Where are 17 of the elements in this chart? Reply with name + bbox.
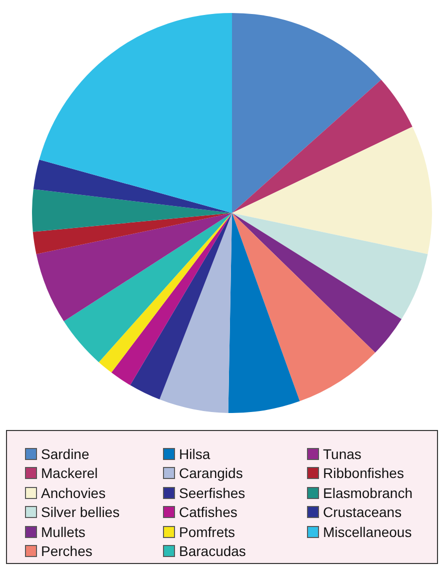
legend-label: Carangids	[179, 465, 243, 482]
legend-label: Perches	[41, 543, 92, 560]
legend-label: Anchovies	[41, 484, 106, 501]
legend-label: Miscellaneous	[323, 524, 412, 540]
legend-label: Tunas	[323, 446, 362, 462]
legend-label: Crustaceans	[323, 504, 402, 520]
legend-label: Mullets	[41, 524, 86, 540]
legend-label: Catfishes	[179, 504, 238, 520]
legend-label: Mackerel	[41, 465, 98, 482]
legend-label: Elasmobranch	[323, 484, 412, 501]
legend-label: Hilsa	[179, 446, 210, 462]
legend-label: Silver bellies	[41, 504, 120, 520]
legend-label: Ribbonfishes	[323, 465, 404, 482]
legend-label: Baracudas	[179, 543, 246, 560]
legend-label: Pomfrets	[179, 524, 236, 540]
legend-label: Seerfishes	[179, 484, 246, 501]
legend-label: Sardine	[41, 446, 90, 462]
